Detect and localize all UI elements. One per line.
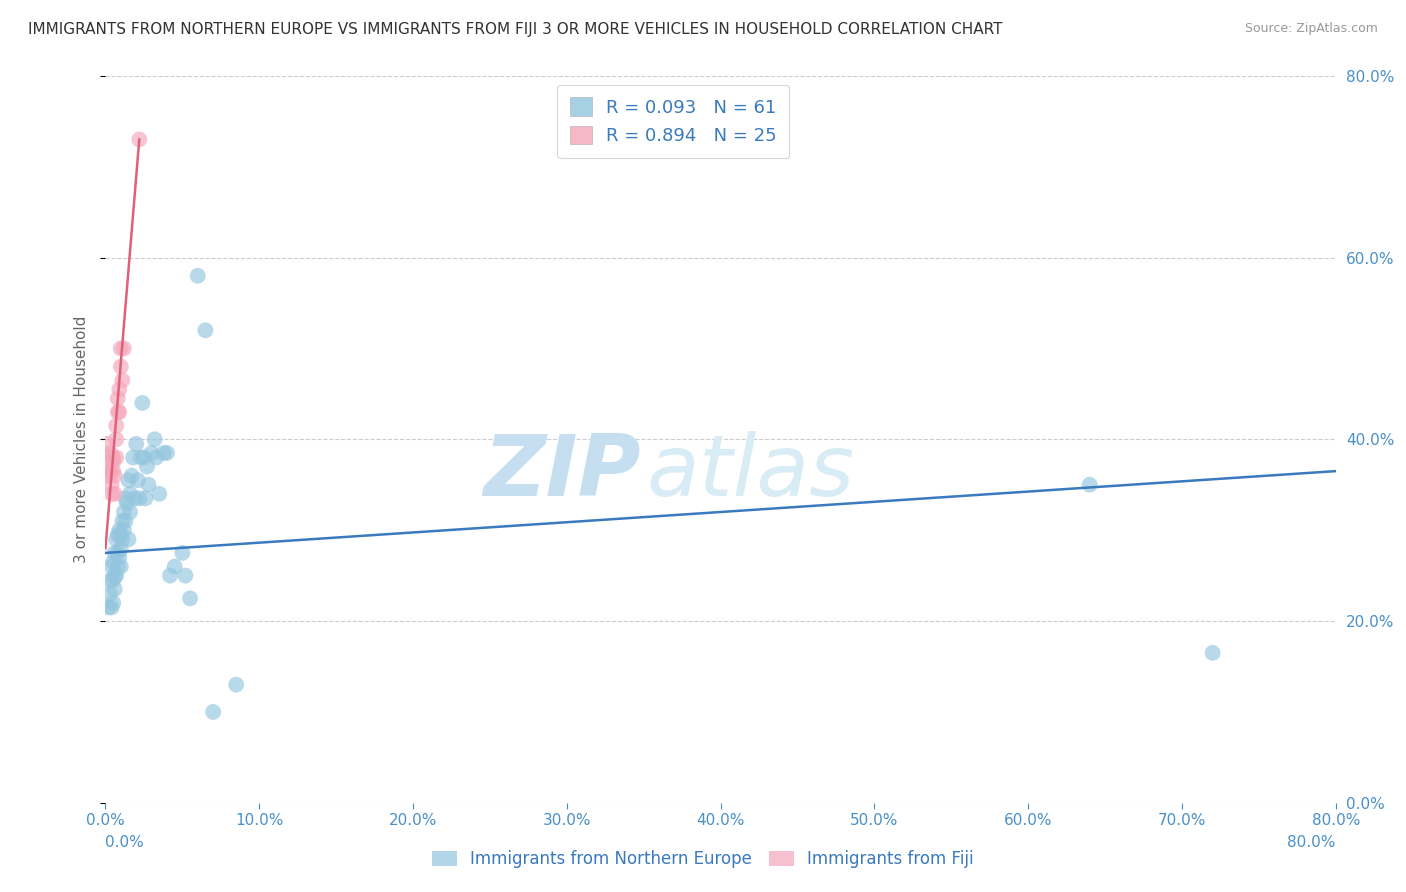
Y-axis label: 3 or more Vehicles in Household: 3 or more Vehicles in Household — [75, 316, 90, 563]
Point — [98, 587, 121, 601]
Point — [108, 382, 131, 396]
Point — [131, 396, 153, 410]
Point — [107, 527, 129, 541]
Point — [101, 455, 124, 469]
Point — [120, 487, 141, 501]
Point — [163, 559, 186, 574]
Point — [104, 487, 127, 501]
Point — [225, 678, 247, 692]
Legend: R = 0.093   N = 61, R = 0.894   N = 25: R = 0.093 N = 61, R = 0.894 N = 25 — [557, 85, 789, 158]
Point — [174, 568, 197, 582]
Point — [110, 359, 132, 374]
Point — [111, 373, 134, 387]
Point — [100, 477, 122, 491]
Point — [159, 568, 181, 582]
Point — [148, 487, 170, 501]
Point — [105, 418, 128, 433]
Point — [96, 437, 118, 451]
Point — [120, 505, 141, 519]
Point — [105, 433, 128, 447]
Point — [97, 464, 120, 478]
Point — [114, 514, 136, 528]
Text: ZIP: ZIP — [484, 431, 641, 514]
Point — [105, 450, 128, 465]
Point — [124, 491, 146, 506]
Point — [100, 600, 122, 615]
Point — [115, 496, 138, 510]
Point — [179, 591, 201, 606]
Point — [117, 473, 139, 487]
Point — [112, 342, 135, 356]
Text: IMMIGRANTS FROM NORTHERN EUROPE VS IMMIGRANTS FROM FIJI 3 OR MORE VEHICLES IN HO: IMMIGRANTS FROM NORTHERN EUROPE VS IMMIG… — [28, 22, 1002, 37]
Point — [98, 464, 121, 478]
Point — [107, 392, 129, 406]
Point — [153, 446, 176, 460]
Point — [104, 582, 127, 597]
Text: 80.0%: 80.0% — [1288, 836, 1336, 850]
Point — [110, 342, 132, 356]
Point — [172, 546, 194, 560]
Point — [108, 405, 131, 419]
Point — [143, 433, 166, 447]
Point — [97, 600, 120, 615]
Point — [156, 446, 179, 460]
Point — [136, 459, 159, 474]
Point — [121, 468, 143, 483]
Text: Source: ZipAtlas.com: Source: ZipAtlas.com — [1244, 22, 1378, 36]
Point — [101, 596, 124, 610]
Point — [127, 473, 149, 487]
Point — [128, 132, 150, 146]
Point — [112, 505, 135, 519]
Point — [108, 523, 131, 537]
Point — [101, 573, 124, 587]
Point — [97, 450, 120, 465]
Point — [98, 446, 121, 460]
Point — [128, 491, 150, 506]
Point — [134, 491, 156, 506]
Point — [107, 546, 129, 560]
Point — [104, 468, 127, 483]
Point — [107, 405, 129, 419]
Point — [112, 523, 135, 537]
Point — [110, 527, 132, 541]
Point — [194, 323, 217, 337]
Point — [111, 533, 134, 547]
Point — [105, 533, 128, 547]
Point — [1078, 477, 1101, 491]
Point — [122, 450, 145, 465]
Point — [202, 705, 225, 719]
Point — [125, 437, 148, 451]
Point — [101, 555, 124, 569]
Point — [100, 559, 122, 574]
Point — [110, 541, 132, 556]
Point — [187, 268, 209, 283]
Point — [145, 450, 167, 465]
Legend: Immigrants from Northern Europe, Immigrants from Fiji: Immigrants from Northern Europe, Immigra… — [426, 844, 980, 875]
Point — [132, 450, 155, 465]
Point — [1201, 646, 1223, 660]
Point — [108, 550, 131, 565]
Point — [141, 446, 163, 460]
Point — [101, 450, 124, 465]
Text: atlas: atlas — [647, 431, 855, 514]
Point — [129, 450, 152, 465]
Point — [111, 514, 134, 528]
Point — [98, 573, 121, 587]
Point — [107, 559, 129, 574]
Point — [114, 491, 136, 506]
Point — [104, 546, 127, 560]
Point — [96, 468, 118, 483]
Point — [117, 533, 139, 547]
Text: 0.0%: 0.0% — [105, 836, 145, 850]
Point — [110, 559, 132, 574]
Point — [101, 464, 124, 478]
Point — [105, 568, 128, 582]
Point — [100, 487, 122, 501]
Point — [104, 568, 127, 582]
Point — [138, 477, 160, 491]
